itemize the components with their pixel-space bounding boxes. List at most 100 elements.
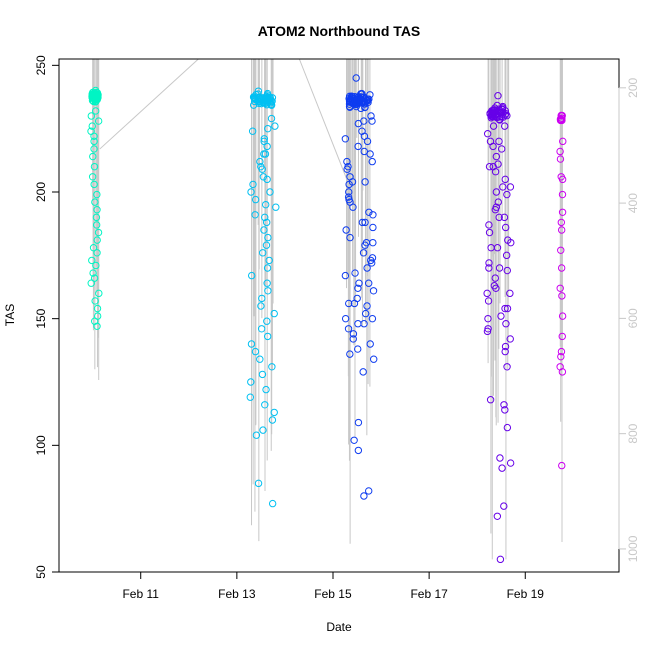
- data-point: [354, 345, 362, 353]
- data-point: [344, 325, 353, 333]
- data-point: [90, 162, 99, 171]
- data-point: [268, 499, 277, 508]
- data-point: [495, 264, 504, 272]
- data-point: [262, 200, 270, 209]
- data-point: [254, 479, 263, 488]
- data-point: [256, 157, 264, 166]
- data-point: [350, 299, 359, 308]
- data-point: [93, 304, 102, 313]
- data-point: [501, 406, 509, 414]
- data-point: [501, 342, 510, 351]
- data-point: [258, 294, 266, 303]
- data-point: [346, 350, 354, 358]
- data-point: [267, 114, 276, 123]
- data-point: [501, 304, 509, 313]
- data-point: [355, 279, 363, 287]
- x-tick-label: Feb 13: [218, 587, 256, 601]
- data-point: [88, 173, 97, 181]
- data-point: [360, 117, 368, 125]
- data-point: [495, 213, 503, 222]
- data-point: [495, 115, 503, 124]
- data-point: [350, 436, 358, 444]
- data-point: [484, 297, 493, 305]
- data-point: [484, 314, 492, 323]
- y-tick-label: 100: [34, 435, 48, 455]
- data-point: [496, 555, 505, 564]
- data-point: [483, 289, 491, 298]
- chart-title: ATOM2 Northbound TAS: [258, 23, 421, 39]
- data-point: [558, 332, 566, 341]
- data-point: [270, 309, 278, 318]
- data-point: [94, 117, 103, 125]
- data-point: [485, 162, 494, 171]
- data-point: [501, 175, 509, 184]
- data-point: [93, 190, 101, 199]
- data-point: [257, 302, 265, 310]
- data-point: [264, 124, 272, 133]
- data-point: [503, 304, 512, 313]
- y-tick-label: 50: [34, 565, 48, 579]
- data-point: [365, 487, 373, 495]
- data-point: [90, 180, 98, 189]
- data-point: [488, 112, 496, 121]
- data-point: [263, 264, 272, 272]
- data-point: [264, 287, 272, 295]
- data-point: [558, 292, 566, 300]
- data-point: [485, 259, 493, 267]
- data-point: [90, 274, 99, 282]
- data-point: [259, 426, 267, 434]
- data-point: [368, 117, 376, 125]
- data-point: [556, 284, 564, 292]
- data-point: [360, 147, 368, 156]
- data-point: [341, 135, 350, 143]
- data-point: [246, 393, 254, 401]
- data-point: [257, 162, 265, 171]
- data-point: [557, 226, 566, 234]
- data-point: [503, 190, 511, 199]
- data-point: [502, 251, 511, 260]
- data-point: [95, 289, 103, 298]
- data-point: [492, 284, 500, 292]
- data-point: [91, 198, 99, 206]
- data-point: [363, 264, 371, 272]
- data-point: [90, 145, 98, 153]
- data-point: [485, 221, 493, 229]
- data-point: [89, 152, 97, 161]
- data-point: [556, 155, 565, 163]
- altitude-connector-line: [298, 58, 351, 188]
- data-points-layer: [87, 74, 567, 564]
- data-point: [557, 264, 566, 272]
- data-point: [344, 193, 353, 201]
- data-point: [341, 314, 350, 323]
- data-point: [363, 302, 371, 310]
- data-point: [361, 178, 369, 186]
- data-point: [487, 244, 495, 252]
- right-tick-label: 400: [626, 193, 640, 213]
- data-point: [503, 423, 512, 432]
- data-point: [93, 322, 101, 330]
- data-point: [260, 137, 268, 146]
- data-point: [558, 368, 567, 376]
- data-point: [93, 236, 101, 244]
- data-point: [361, 100, 369, 108]
- data-point: [501, 223, 510, 232]
- y-tick-label: 150: [34, 308, 48, 328]
- data-point: [343, 157, 351, 166]
- data-point: [359, 249, 368, 257]
- data-point: [89, 244, 98, 252]
- x-axis: Feb 11 Feb 13 Feb 15 Feb 17 Feb 19: [122, 572, 544, 601]
- plot-frame: [58, 58, 620, 573]
- data-point: [93, 249, 101, 257]
- data-point: [89, 269, 97, 277]
- data-point: [489, 162, 497, 171]
- y-axis-right: 200 400 600 800 1000: [618, 77, 640, 562]
- data-point: [367, 112, 375, 120]
- data-point: [341, 271, 350, 280]
- data-point: [506, 459, 515, 467]
- data-point: [558, 190, 567, 199]
- data-point: [483, 130, 492, 138]
- right-tick-label: 800: [626, 423, 640, 443]
- data-point: [266, 188, 274, 196]
